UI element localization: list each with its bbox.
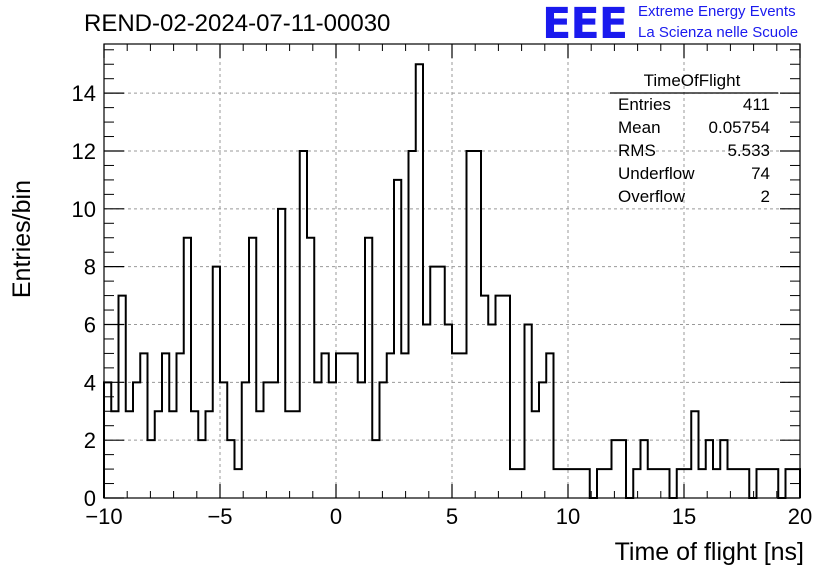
logo-tagline-1: Extreme Energy Events bbox=[638, 3, 796, 20]
axis-ticks bbox=[103, 44, 801, 499]
stats-row-label: Underflow bbox=[618, 164, 695, 183]
x-tick-label: 10 bbox=[556, 504, 580, 529]
histogram-line bbox=[103, 63, 801, 499]
stats-row-label: Mean bbox=[618, 118, 661, 137]
axis-tick-labels: −10 −5 0 5 10 15 20 0 2 4 6 8 10 12 14 bbox=[72, 81, 813, 529]
stats-row-value: 74 bbox=[751, 164, 770, 183]
logo-tagline-2: La Scienza nelle Scuole bbox=[638, 24, 799, 41]
stats-row-value: 411 bbox=[743, 95, 770, 114]
x-tick-label: −5 bbox=[207, 504, 232, 529]
x-axis-label: Time of flight [ns] bbox=[615, 538, 804, 566]
y-tick-label: 10 bbox=[72, 197, 96, 222]
run-title: REND-02-2024-07-11-00030 bbox=[84, 10, 391, 37]
stats-box-rows: Entries 411 Mean 0.05754 RMS 5.533 Underflow 74… bbox=[618, 95, 770, 206]
stats-box: TimeOfFlight Entries 411 Mean 0.05754 RMS 5.5… bbox=[610, 71, 778, 206]
x-tick-label: 0 bbox=[330, 504, 342, 529]
y-tick-label: 2 bbox=[84, 428, 96, 453]
stats-row-label: RMS bbox=[618, 141, 656, 160]
y-tick-label: 14 bbox=[72, 81, 96, 106]
x-tick-label: 15 bbox=[672, 504, 696, 529]
y-tick-label: 8 bbox=[84, 255, 96, 280]
stats-box-title: TimeOfFlight bbox=[644, 71, 741, 90]
x-tick-label: −10 bbox=[85, 504, 122, 529]
stats-row-label: Entries bbox=[618, 95, 671, 114]
stats-row-label: Overflow bbox=[618, 187, 686, 206]
grid-lines bbox=[104, 44, 800, 498]
stats-row-value: 5.533 bbox=[727, 141, 770, 160]
stats-row-value: 0.05754 bbox=[709, 118, 770, 137]
y-tick-label: 6 bbox=[84, 312, 96, 337]
stats-row-value: 2 bbox=[761, 187, 770, 206]
x-tick-label: 20 bbox=[788, 504, 812, 529]
y-axis-label: Entries/bin bbox=[8, 180, 36, 298]
y-tick-label: 12 bbox=[72, 139, 96, 164]
y-tick-label: 4 bbox=[84, 370, 96, 395]
y-tick-label: 0 bbox=[84, 486, 96, 511]
eee-logo: EEE bbox=[542, 0, 628, 49]
x-tick-label: 5 bbox=[446, 504, 458, 529]
